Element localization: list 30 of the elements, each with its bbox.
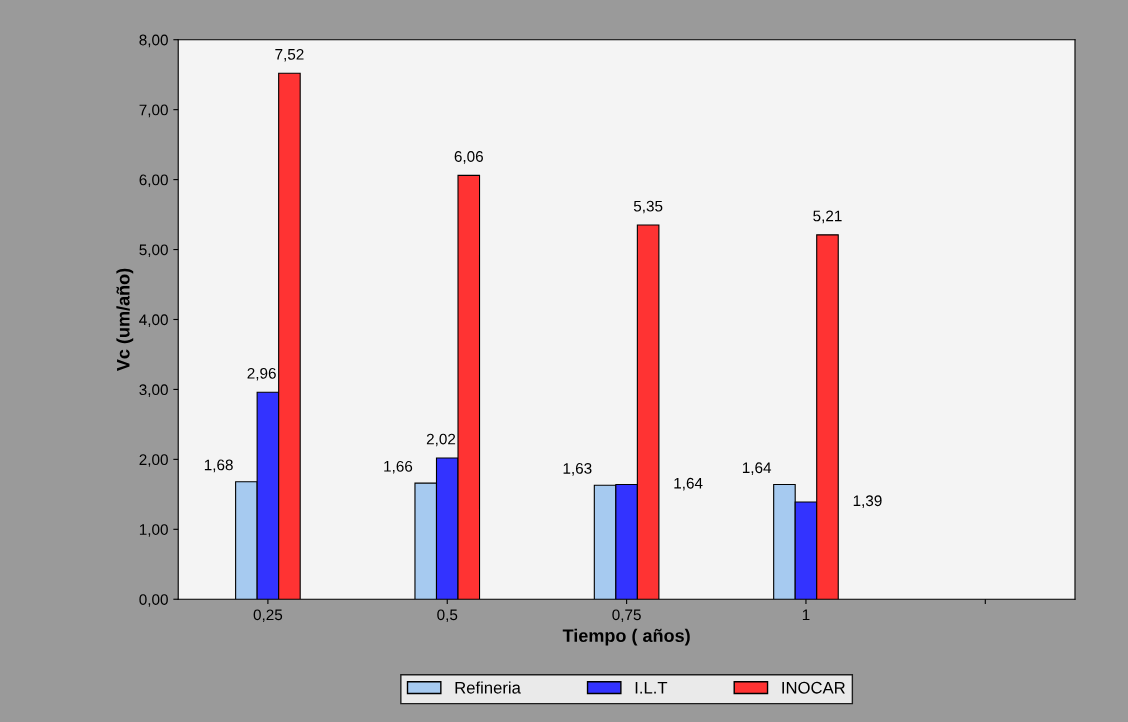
legend-label: I.L.T: [635, 682, 668, 694]
text: 6,06: [454, 151, 483, 164]
y-tick-label: 3,00: [139, 384, 168, 397]
text: 2,96: [247, 367, 276, 381]
y-axis-title: Vc (um/año): [116, 268, 134, 372]
x-tick-label: 0,75: [612, 609, 641, 623]
text: 1,68: [204, 459, 233, 473]
x-tick-label: 1: [802, 609, 810, 621]
x-tick-label: 0,25: [253, 609, 283, 623]
text: 1,39: [853, 495, 882, 508]
x-axis-title: Tiempo ( años): [562, 628, 690, 646]
y-tick-label: 8,00: [139, 34, 168, 48]
y-tick-label: 1,00: [139, 524, 168, 537]
text: 1,64: [674, 477, 703, 491]
legend-label: INOCAR: [782, 681, 845, 694]
x-tick-label: 0,5: [437, 609, 458, 623]
text: 1,63: [563, 463, 592, 476]
y-tick-label: 2,00: [139, 454, 168, 467]
text: 5,21: [813, 210, 842, 224]
y-tick-label: 6,00: [139, 174, 168, 188]
y-tick-label: 0,00: [139, 594, 168, 607]
y-tick-label: 7,00: [139, 104, 168, 118]
text: 1,66: [384, 460, 413, 474]
text: 7,52: [275, 48, 304, 62]
legend-label: Refineria: [455, 681, 521, 694]
text: 2,02: [426, 433, 456, 447]
text: 1,64: [742, 462, 772, 475]
y-tick-label: 5,00: [139, 244, 168, 258]
y-tick-label: 4,00: [139, 314, 168, 327]
text: 5,35: [633, 200, 663, 214]
